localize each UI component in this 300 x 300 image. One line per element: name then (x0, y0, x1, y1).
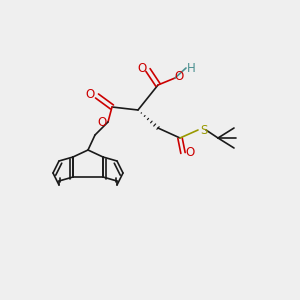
Text: O: O (137, 62, 147, 76)
Text: H: H (187, 61, 195, 74)
Text: O: O (174, 70, 184, 83)
Text: O: O (85, 88, 94, 101)
Text: S: S (200, 124, 208, 136)
Text: O: O (98, 116, 106, 128)
Text: O: O (185, 146, 195, 158)
